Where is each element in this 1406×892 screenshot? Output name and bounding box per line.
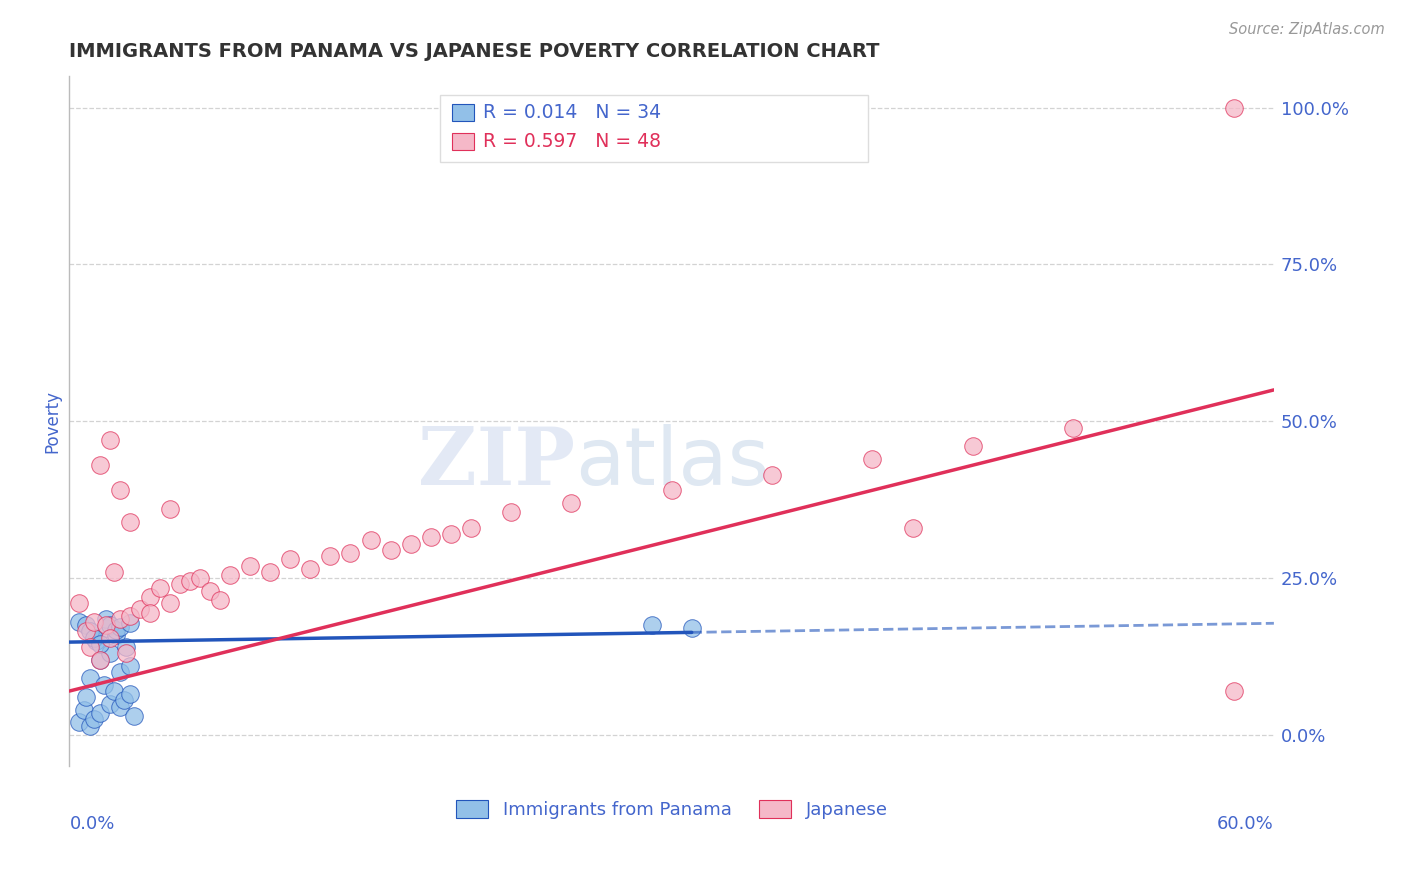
Point: [460, 521, 482, 535]
Point: [98, 697, 121, 711]
Point: [69, 615, 91, 629]
Point: [761, 467, 783, 482]
Point: [299, 562, 322, 576]
Point: [188, 571, 211, 585]
Point: [79, 672, 101, 686]
Point: [83, 712, 105, 726]
Point: [98, 647, 121, 661]
Point: [159, 502, 181, 516]
Point: [69, 596, 91, 610]
Point: [860, 451, 883, 466]
Point: [1062, 420, 1084, 434]
Text: IMMIGRANTS FROM PANAMA VS JAPANESE POVERTY CORRELATION CHART: IMMIGRANTS FROM PANAMA VS JAPANESE POVER…: [69, 42, 880, 61]
Point: [219, 568, 242, 582]
Y-axis label: Poverty: Poverty: [44, 390, 60, 453]
Point: [108, 665, 131, 680]
Point: [108, 483, 131, 498]
Point: [79, 718, 101, 732]
Point: [108, 612, 131, 626]
Point: [79, 640, 101, 654]
Bar: [453, 133, 474, 150]
Point: [89, 637, 111, 651]
Point: [208, 593, 231, 607]
Text: atlas: atlas: [575, 424, 769, 501]
Point: [259, 565, 281, 579]
Text: ZIP: ZIP: [419, 424, 575, 501]
FancyBboxPatch shape: [440, 95, 868, 162]
Point: [122, 709, 145, 723]
Point: [118, 608, 141, 623]
Point: [139, 606, 162, 620]
Point: [118, 687, 141, 701]
Point: [640, 618, 662, 632]
Legend: Immigrants from Panama, Japanese: Immigrants from Panama, Japanese: [449, 792, 894, 826]
Point: [84, 633, 107, 648]
Point: [118, 616, 141, 631]
Point: [94, 612, 117, 626]
Point: [1222, 684, 1244, 698]
Point: [75, 624, 97, 639]
Point: [1222, 101, 1244, 115]
Point: [104, 627, 127, 641]
Point: [108, 620, 131, 634]
Point: [661, 483, 683, 498]
Point: [239, 558, 262, 573]
Bar: [453, 103, 474, 121]
Point: [380, 542, 402, 557]
Point: [499, 505, 522, 519]
Point: [83, 615, 105, 629]
Point: [198, 583, 221, 598]
Point: [112, 693, 135, 707]
Point: [104, 623, 127, 637]
Point: [79, 624, 101, 639]
Point: [560, 496, 582, 510]
Point: [89, 653, 111, 667]
Text: R = 0.597   N = 48: R = 0.597 N = 48: [482, 132, 661, 152]
Point: [399, 536, 422, 550]
Point: [98, 631, 121, 645]
Point: [118, 515, 141, 529]
Point: [83, 631, 105, 645]
Point: [114, 640, 136, 654]
Point: [89, 458, 111, 473]
Point: [360, 533, 382, 548]
Point: [98, 433, 121, 447]
Point: [278, 552, 301, 566]
Text: 60.0%: 60.0%: [1218, 814, 1274, 832]
Point: [72, 703, 94, 717]
Point: [169, 577, 191, 591]
Point: [901, 521, 924, 535]
Text: Source: ZipAtlas.com: Source: ZipAtlas.com: [1229, 22, 1385, 37]
Point: [75, 618, 97, 632]
Point: [75, 690, 97, 705]
Point: [419, 530, 441, 544]
Point: [89, 653, 111, 667]
Point: [179, 574, 201, 589]
Point: [149, 581, 172, 595]
Point: [319, 549, 342, 563]
Point: [93, 678, 115, 692]
Point: [98, 618, 121, 632]
Point: [159, 596, 181, 610]
Point: [94, 621, 117, 635]
Point: [103, 684, 125, 698]
Point: [108, 699, 131, 714]
Point: [69, 715, 91, 730]
Point: [681, 621, 703, 635]
Point: [89, 706, 111, 720]
Text: 0.0%: 0.0%: [69, 814, 115, 832]
Point: [114, 647, 136, 661]
Point: [128, 602, 150, 616]
Point: [103, 565, 125, 579]
Point: [94, 618, 117, 632]
Point: [139, 590, 162, 604]
Point: [440, 527, 463, 541]
Point: [118, 659, 141, 673]
Point: [339, 546, 361, 560]
Text: R = 0.014   N = 34: R = 0.014 N = 34: [482, 103, 661, 122]
Point: [962, 439, 984, 453]
